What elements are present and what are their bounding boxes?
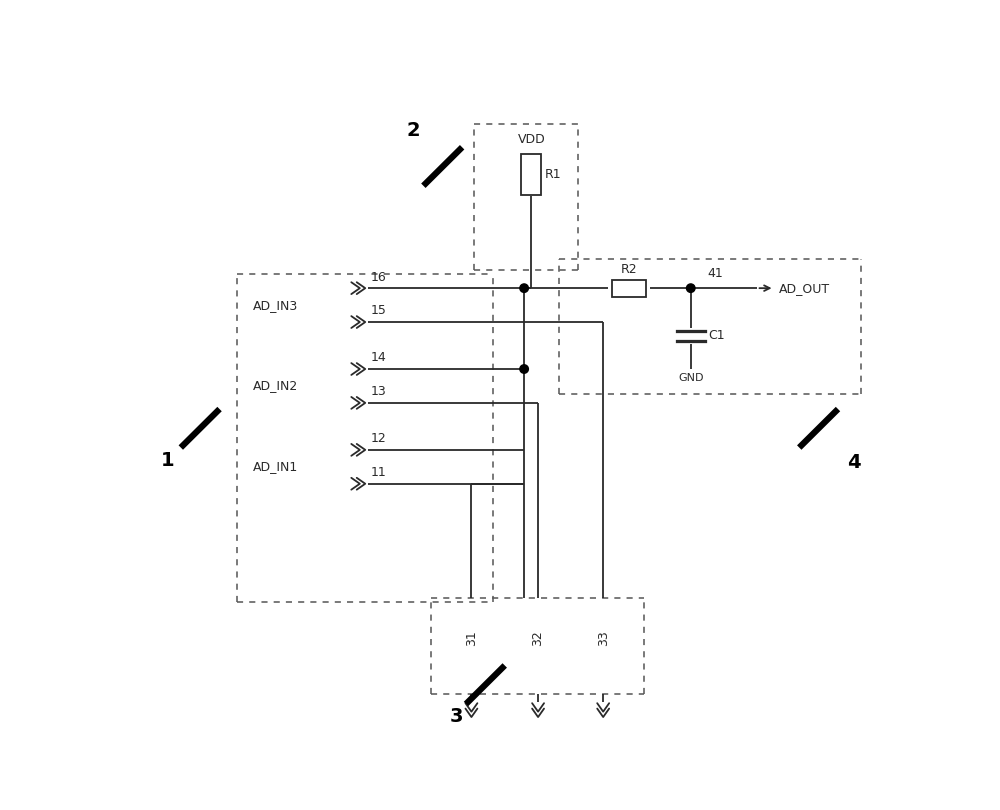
Bar: [612, 279, 646, 296]
Text: GND: GND: [678, 373, 704, 383]
Text: 16: 16: [371, 271, 386, 284]
Text: AD_IN3: AD_IN3: [253, 299, 298, 312]
Text: R2: R2: [620, 262, 637, 276]
Text: 31: 31: [465, 630, 478, 646]
Text: 15: 15: [371, 305, 387, 318]
Text: 14: 14: [371, 352, 386, 365]
Circle shape: [520, 364, 528, 373]
Text: 2: 2: [406, 121, 420, 139]
Text: 41: 41: [708, 267, 724, 280]
Text: R1: R1: [545, 168, 562, 181]
Text: 33: 33: [597, 630, 610, 646]
Text: 13: 13: [371, 386, 386, 399]
Text: 1: 1: [161, 451, 174, 471]
Text: 32: 32: [532, 630, 545, 646]
Text: 4: 4: [847, 453, 861, 472]
Bar: [521, 154, 541, 195]
Circle shape: [520, 284, 528, 292]
Text: 11: 11: [371, 466, 386, 480]
Text: AD_IN1: AD_IN1: [253, 460, 298, 473]
Text: AD_OUT: AD_OUT: [779, 282, 830, 295]
Text: VDD: VDD: [517, 134, 545, 147]
Text: C1: C1: [708, 330, 724, 343]
Text: 12: 12: [371, 433, 386, 446]
Text: AD_IN2: AD_IN2: [253, 379, 298, 393]
Circle shape: [686, 284, 695, 292]
Text: 3: 3: [450, 707, 463, 726]
